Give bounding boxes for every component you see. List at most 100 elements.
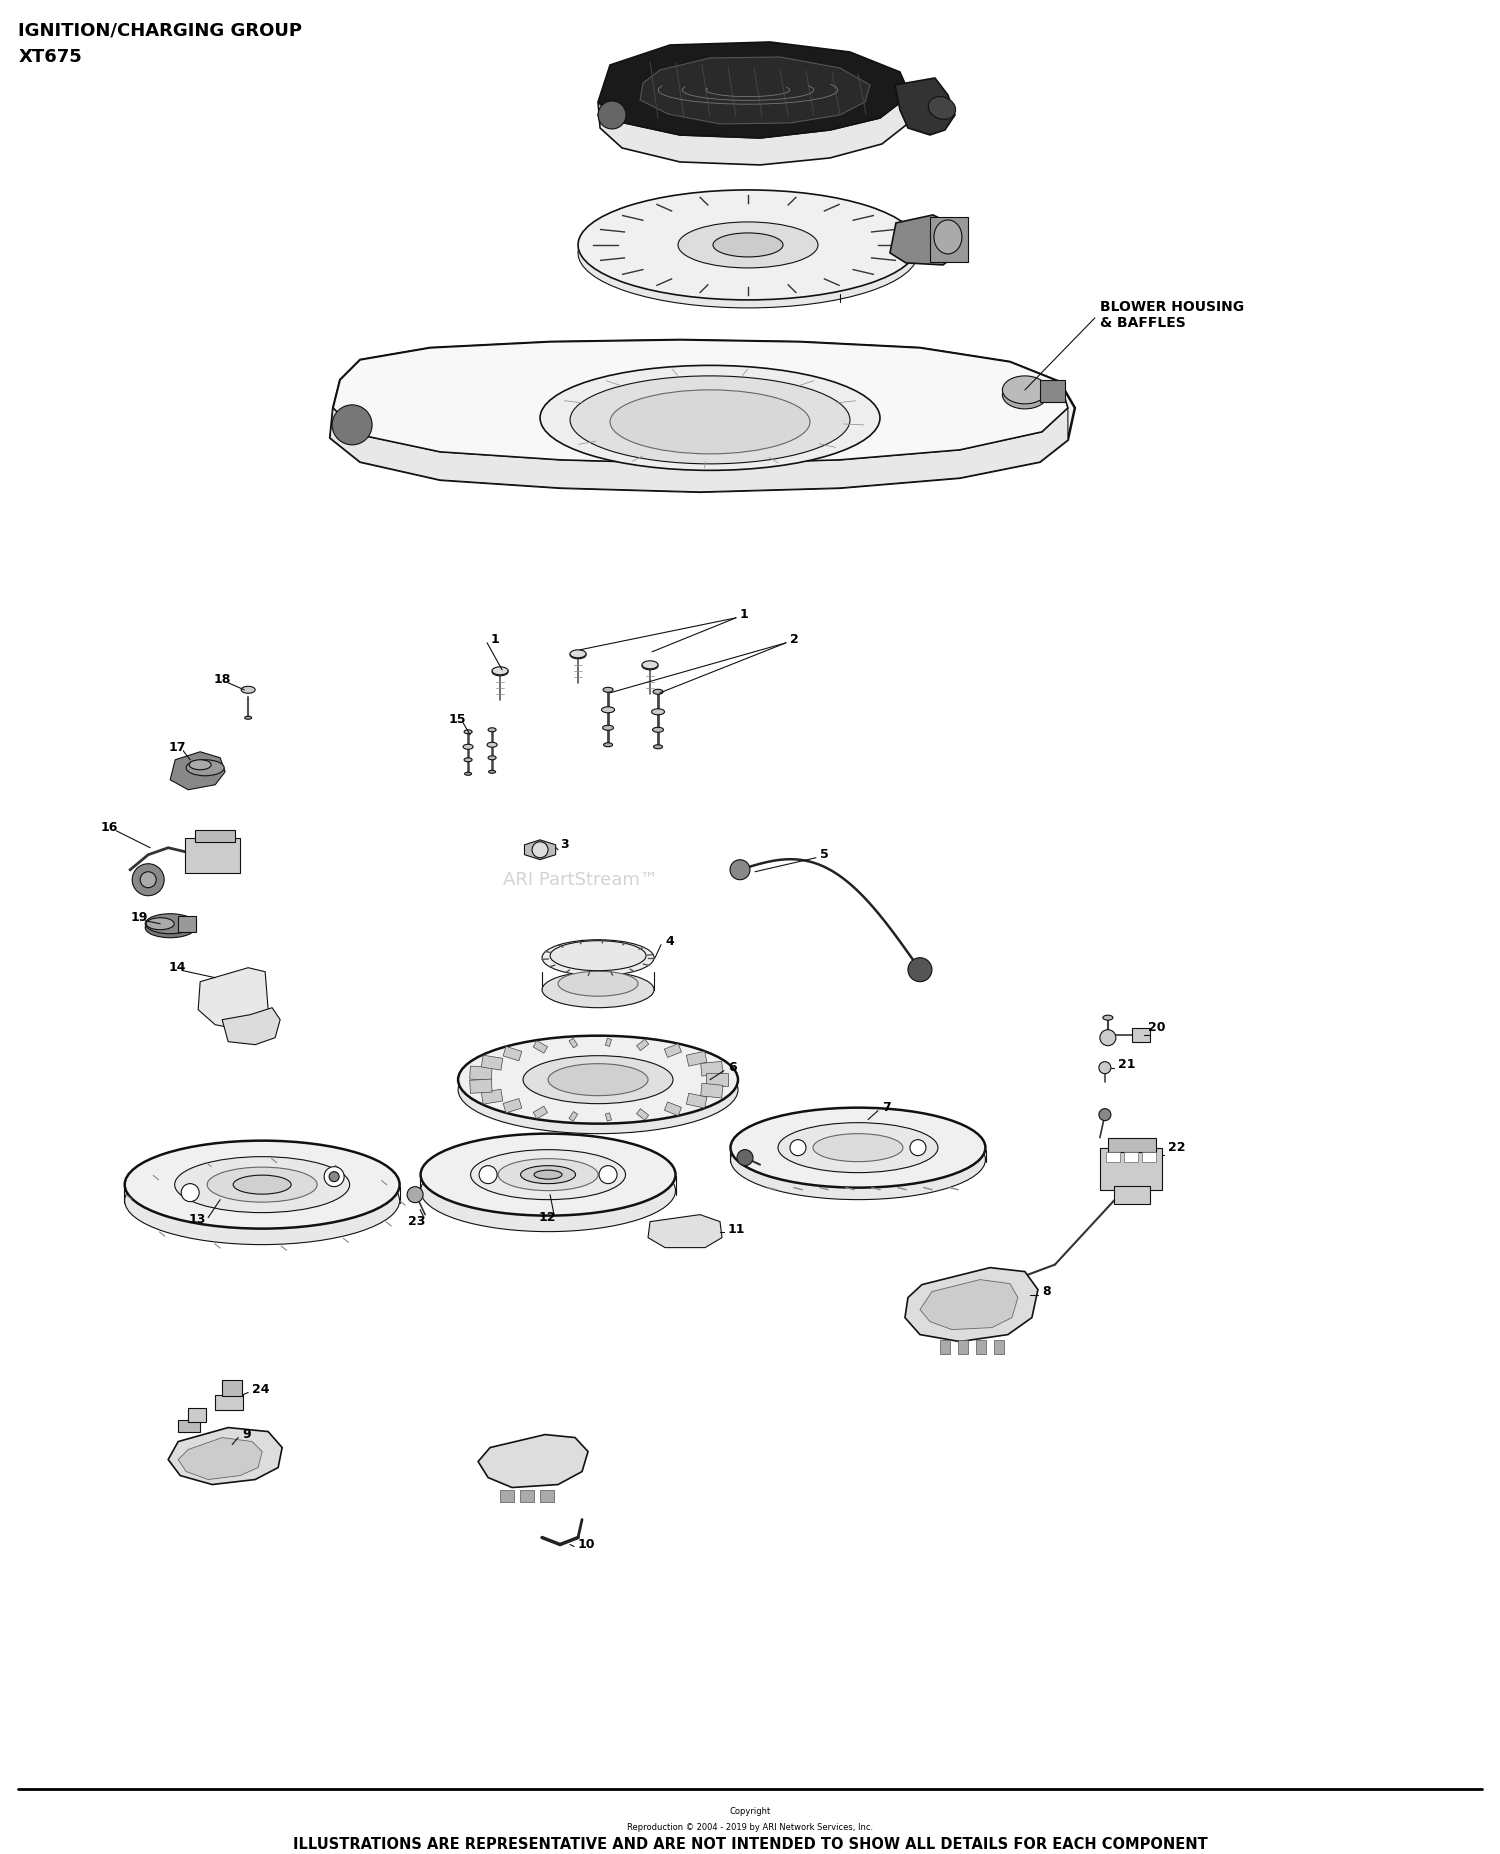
- Circle shape: [1100, 1062, 1112, 1073]
- Ellipse shape: [570, 376, 850, 464]
- Polygon shape: [532, 1040, 548, 1053]
- Polygon shape: [470, 1066, 492, 1081]
- Bar: [1142, 1151, 1156, 1162]
- Polygon shape: [503, 1046, 522, 1060]
- Polygon shape: [168, 1428, 282, 1485]
- Polygon shape: [470, 1079, 492, 1094]
- Circle shape: [532, 842, 548, 858]
- Ellipse shape: [610, 389, 810, 454]
- Ellipse shape: [492, 667, 508, 675]
- Ellipse shape: [778, 1124, 938, 1172]
- Polygon shape: [687, 1051, 706, 1066]
- Ellipse shape: [520, 1166, 576, 1183]
- Ellipse shape: [146, 914, 195, 934]
- Ellipse shape: [242, 686, 255, 693]
- Ellipse shape: [458, 1046, 738, 1133]
- Ellipse shape: [489, 769, 495, 773]
- Ellipse shape: [420, 1149, 675, 1231]
- Ellipse shape: [712, 234, 783, 258]
- Text: 7: 7: [882, 1101, 891, 1114]
- Bar: [214, 1394, 243, 1409]
- Text: 9: 9: [242, 1428, 250, 1441]
- Text: 20: 20: [1148, 1022, 1166, 1035]
- Ellipse shape: [651, 708, 664, 716]
- Text: 15: 15: [448, 714, 465, 727]
- Polygon shape: [636, 1040, 648, 1051]
- Text: Copyright: Copyright: [729, 1808, 771, 1815]
- Text: 12: 12: [538, 1211, 555, 1224]
- Polygon shape: [896, 78, 956, 135]
- Text: 1: 1: [740, 608, 748, 621]
- Ellipse shape: [458, 1036, 738, 1124]
- Ellipse shape: [534, 1170, 562, 1179]
- Bar: [184, 838, 240, 873]
- Polygon shape: [482, 1088, 502, 1105]
- Ellipse shape: [124, 1157, 399, 1244]
- Circle shape: [1100, 1109, 1112, 1120]
- Polygon shape: [198, 968, 268, 1029]
- Ellipse shape: [244, 716, 252, 719]
- Ellipse shape: [542, 940, 654, 975]
- Polygon shape: [568, 1038, 578, 1048]
- Ellipse shape: [730, 1120, 986, 1200]
- Text: BLOWER HOUSING
& BAFFLES: BLOWER HOUSING & BAFFLES: [1100, 300, 1244, 330]
- Circle shape: [598, 100, 625, 130]
- Text: 5: 5: [821, 849, 828, 862]
- Ellipse shape: [1002, 380, 1047, 410]
- Ellipse shape: [558, 971, 638, 996]
- Circle shape: [332, 404, 372, 445]
- Circle shape: [140, 871, 156, 888]
- Circle shape: [790, 1140, 806, 1155]
- Bar: [540, 1489, 554, 1502]
- Ellipse shape: [934, 221, 962, 254]
- Bar: [1124, 1151, 1138, 1162]
- Ellipse shape: [464, 758, 472, 762]
- Text: 13: 13: [188, 1213, 206, 1225]
- Bar: [222, 1379, 242, 1396]
- Ellipse shape: [464, 743, 472, 749]
- Ellipse shape: [1002, 376, 1047, 404]
- Ellipse shape: [420, 1133, 675, 1216]
- Bar: [178, 916, 196, 933]
- Polygon shape: [606, 1038, 612, 1046]
- Ellipse shape: [642, 662, 658, 669]
- Polygon shape: [904, 1268, 1038, 1342]
- Text: 1: 1: [490, 634, 500, 647]
- Bar: [520, 1489, 534, 1502]
- Polygon shape: [664, 1101, 681, 1116]
- Ellipse shape: [488, 756, 496, 760]
- Bar: [1040, 380, 1065, 402]
- Ellipse shape: [578, 198, 918, 308]
- Bar: [500, 1489, 514, 1502]
- Polygon shape: [482, 1055, 502, 1070]
- Ellipse shape: [488, 729, 496, 732]
- Circle shape: [324, 1166, 344, 1187]
- Text: 10: 10: [578, 1539, 596, 1552]
- Ellipse shape: [464, 730, 472, 734]
- Polygon shape: [170, 751, 225, 790]
- Bar: [940, 1340, 950, 1353]
- Ellipse shape: [578, 189, 918, 300]
- Polygon shape: [920, 1279, 1019, 1329]
- Ellipse shape: [488, 742, 496, 747]
- Ellipse shape: [542, 971, 654, 1009]
- Ellipse shape: [602, 706, 615, 712]
- Text: 17: 17: [168, 742, 186, 755]
- Ellipse shape: [492, 667, 508, 677]
- Circle shape: [132, 864, 164, 895]
- Bar: [1100, 1148, 1162, 1190]
- Ellipse shape: [465, 773, 471, 775]
- Text: IGNITION/CHARGING GROUP: IGNITION/CHARGING GROUP: [18, 22, 302, 41]
- Polygon shape: [687, 1094, 706, 1109]
- Polygon shape: [333, 339, 1068, 464]
- Polygon shape: [640, 57, 870, 124]
- Text: 14: 14: [168, 960, 186, 973]
- Ellipse shape: [124, 1140, 399, 1229]
- Circle shape: [328, 1172, 339, 1181]
- Polygon shape: [598, 43, 910, 137]
- Text: ARI PartStream™: ARI PartStream™: [503, 871, 657, 888]
- Ellipse shape: [570, 651, 586, 658]
- Circle shape: [406, 1187, 423, 1203]
- Ellipse shape: [189, 760, 211, 769]
- Text: 23: 23: [408, 1214, 426, 1227]
